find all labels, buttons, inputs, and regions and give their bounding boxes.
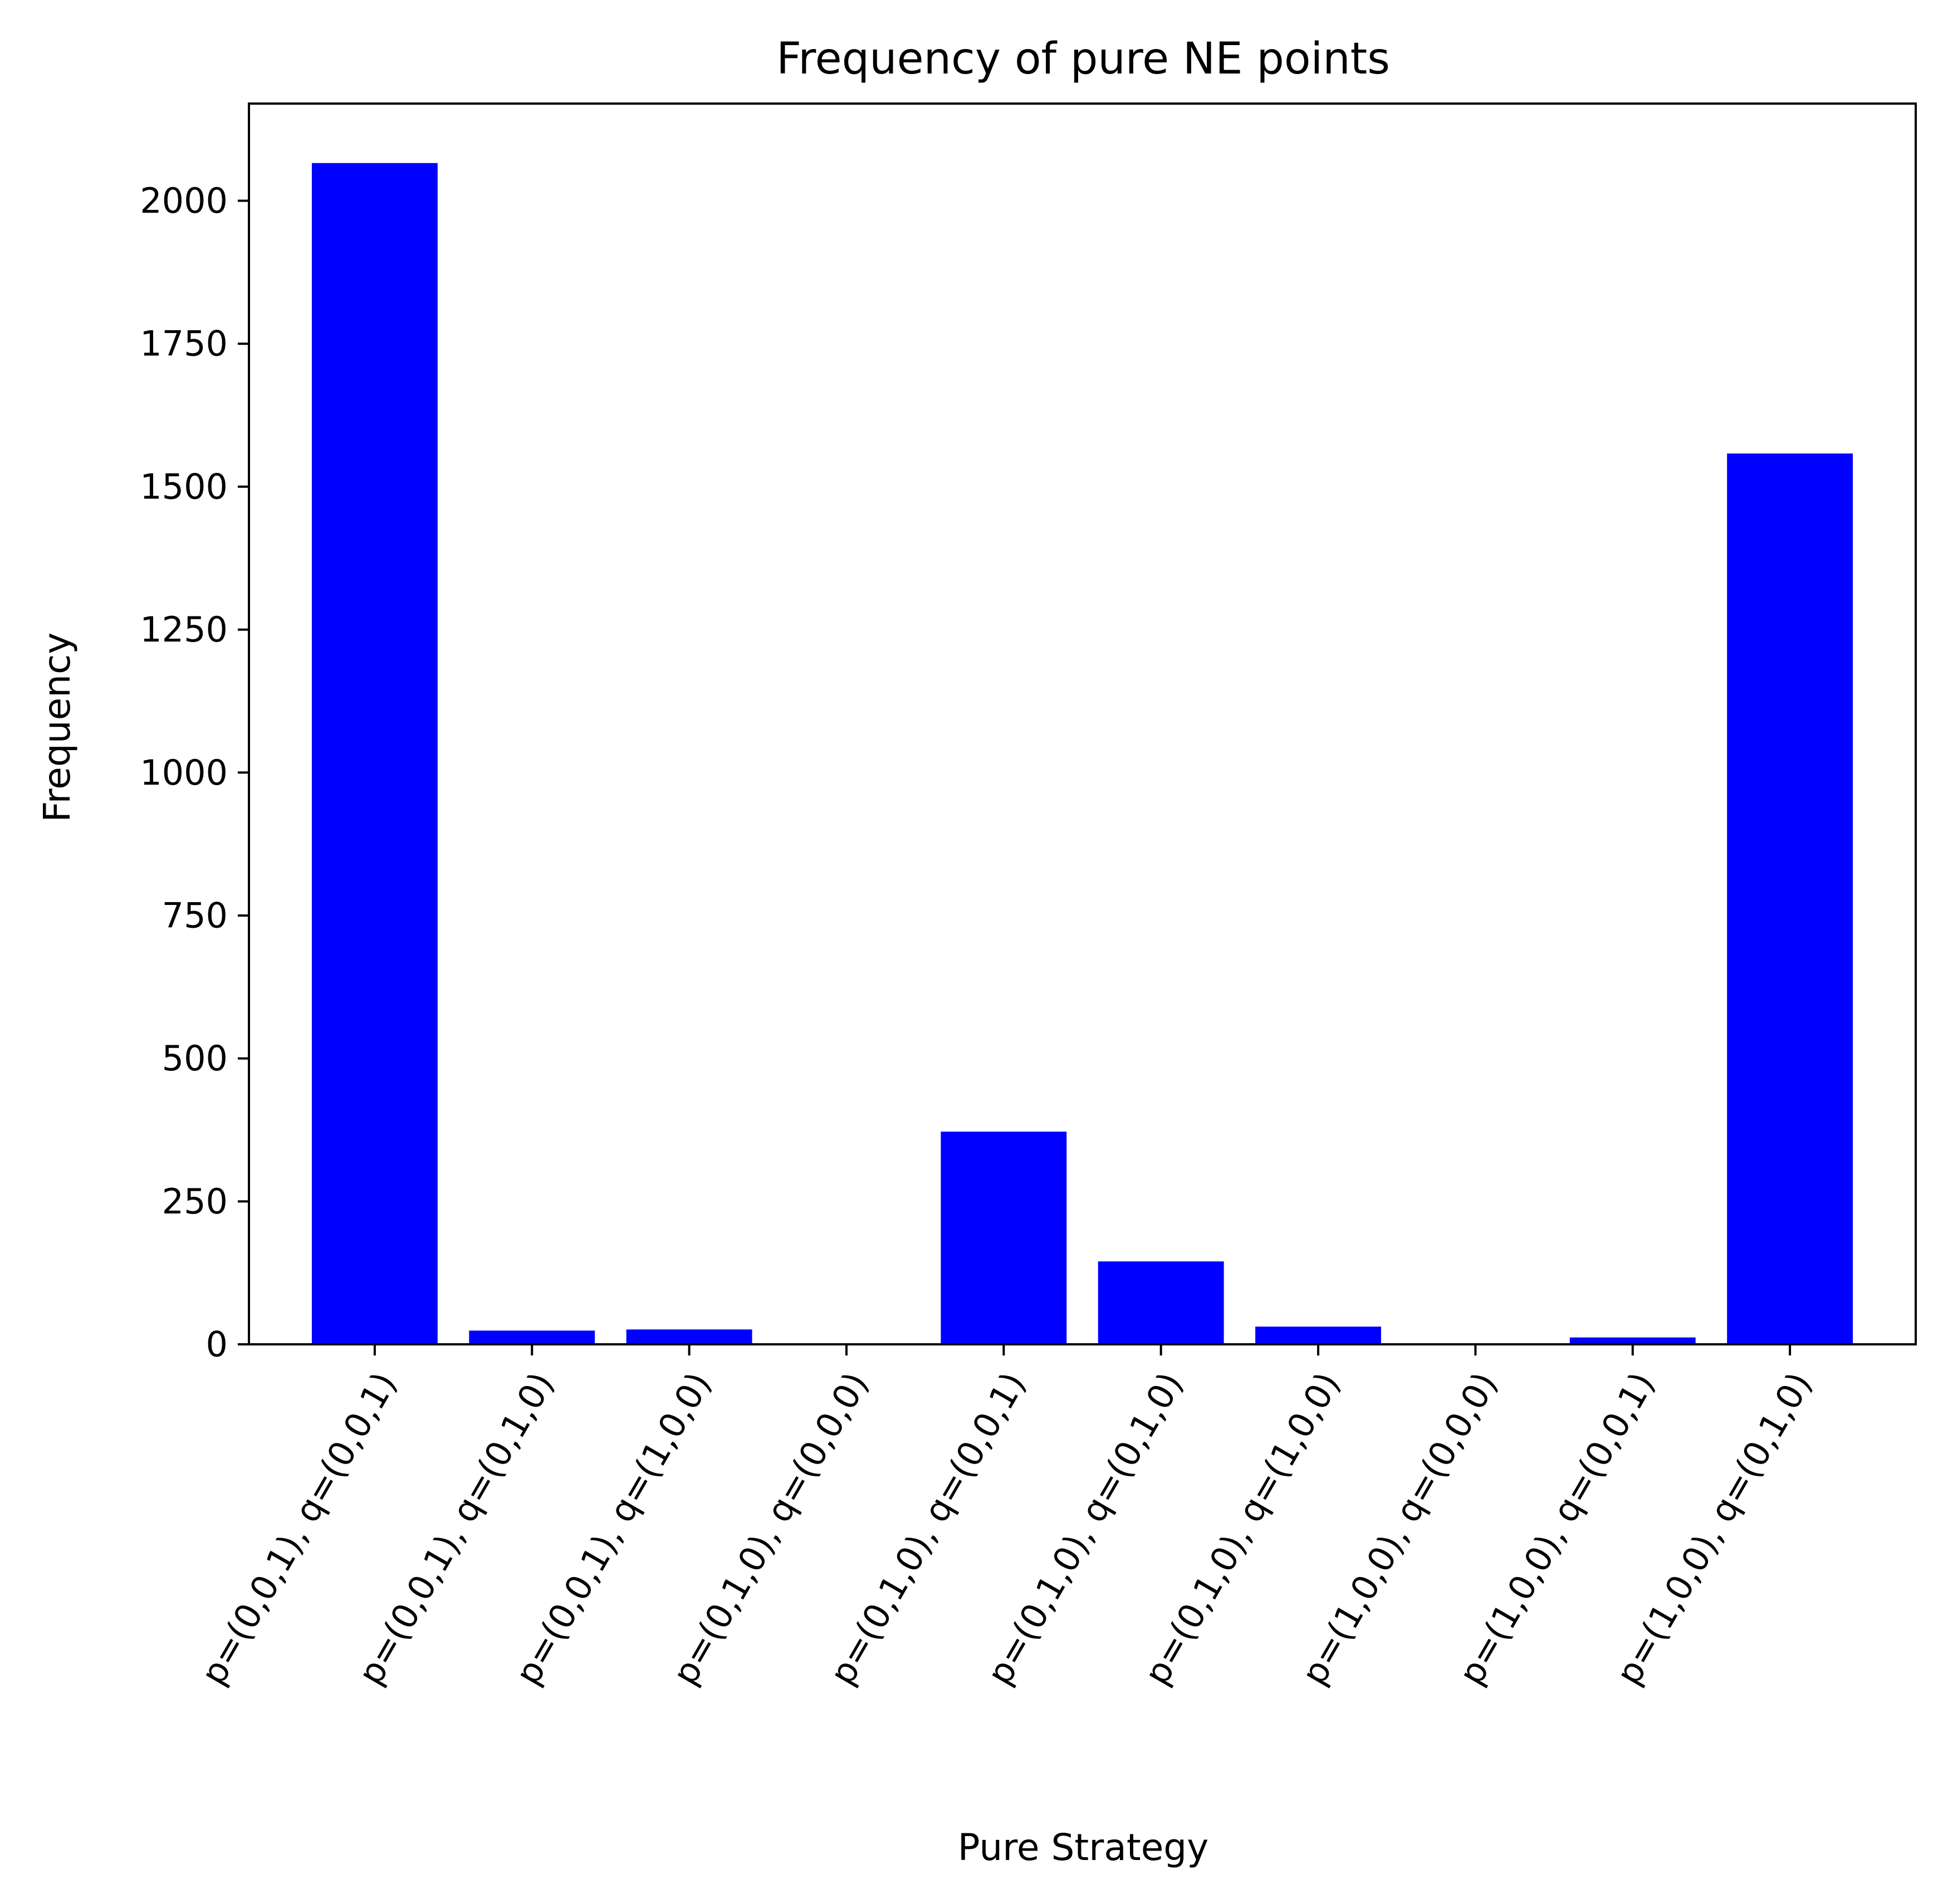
bar-4 [941,1132,1067,1344]
y-axis-ticks: 0 250 500 750 1000 1250 1500 1750 2000 [140,180,249,1365]
x-axis-label: Pure Strategy [958,1826,1209,1869]
y-tick-label: 1750 [140,324,228,364]
bar-1 [469,1330,595,1344]
chart-title: Frequency of pure NE points [776,34,1390,84]
bar-6 [1255,1327,1381,1344]
bar-5 [1098,1261,1224,1344]
bar-2 [626,1329,752,1344]
y-tick-label: 500 [162,1038,228,1079]
y-tick-label: 750 [162,895,228,936]
y-axis-label: Frequency [36,633,79,823]
y-tick-label: 0 [206,1324,228,1365]
y-tick-label: 250 [162,1181,228,1222]
y-tick-label: 1000 [140,752,228,793]
bar-9 [1727,453,1853,1344]
y-tick-label: 1500 [140,466,228,507]
y-tick-label: 2000 [140,180,228,221]
plot-frame [248,102,1917,1345]
bars-layer [311,163,1853,1344]
y-tick-label: 1250 [140,609,228,650]
bar-0 [311,163,438,1344]
bar-8 [1569,1337,1696,1344]
